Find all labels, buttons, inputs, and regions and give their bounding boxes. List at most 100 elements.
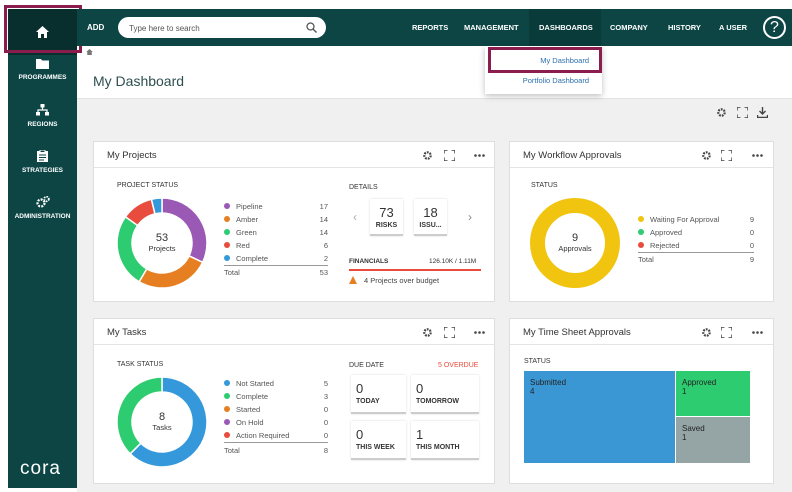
fullscreen-icon[interactable] (444, 150, 455, 161)
more-icon[interactable] (752, 154, 763, 157)
donut-slice-not-started[interactable] (129, 376, 208, 468)
donut-label: Approvals (558, 244, 592, 253)
settings-icon[interactable] (716, 107, 727, 118)
legend-value: 5 (323, 379, 328, 388)
menu-user[interactable]: A USER (719, 23, 748, 32)
sidebar-item-regions[interactable]: REGIONS (8, 104, 77, 128)
financials-value: 126.10K / 1.11M (429, 258, 477, 265)
due-this-month-box[interactable]: 1 THIS MONTH (411, 421, 479, 460)
total-label: Total (224, 268, 240, 277)
legend-dot (224, 216, 230, 222)
menu-company[interactable]: COMPANY (610, 23, 648, 32)
help-button[interactable]: ? (763, 16, 786, 39)
add-button[interactable]: ADD (87, 23, 105, 32)
block-name: Submitted (530, 378, 567, 387)
settings-icon[interactable] (422, 150, 433, 161)
risks-box[interactable]: 73 RISKS (370, 199, 403, 236)
due-label: TODAY (356, 398, 380, 405)
fullscreen-icon[interactable] (737, 107, 748, 118)
sitemap-icon (36, 104, 49, 116)
legend-value: 17 (319, 202, 328, 211)
due-tomorrow-box[interactable]: 0 TOMORROW (411, 375, 479, 414)
donut-slice-amber[interactable] (138, 254, 204, 289)
legend-action-required: Action Required 0 (224, 431, 328, 440)
sidebar-item-label: STRATEGIES (21, 167, 64, 174)
submitted-block[interactable]: Submitted 4 (524, 371, 675, 463)
donut-total: 53 (155, 232, 169, 244)
legend-red: Red 6 (224, 241, 328, 250)
breadcrumb-home-icon[interactable] (86, 48, 93, 57)
due-today-box[interactable]: 0 TODAY (351, 375, 406, 414)
more-icon[interactable] (474, 331, 485, 334)
tasks-card: My Tasks TASK STATUS 8 Tasks Not Started… (93, 318, 495, 484)
sidebar-item-strategies[interactable]: STRATEGIES (8, 150, 77, 174)
legend-value: 0 (323, 418, 328, 427)
dropdown-my-dashboard[interactable]: My Dashboard (540, 56, 589, 65)
legend-pipeline: Pipeline 17 (224, 202, 328, 211)
more-icon[interactable] (474, 154, 485, 157)
home-icon (36, 26, 49, 38)
donut-slice-waiting-for-approval[interactable] (530, 198, 620, 288)
settings-icon[interactable] (701, 150, 712, 161)
dropdown-portfolio-dashboard[interactable]: Portfolio Dashboard (522, 76, 589, 85)
legend-dot (638, 229, 644, 235)
total-value: 9 (749, 255, 754, 264)
due-date-label: DUE DATE (349, 362, 384, 369)
saved-block[interactable]: Saved 1 (676, 417, 750, 463)
download-icon[interactable] (757, 107, 768, 118)
fullscreen-icon[interactable] (444, 327, 455, 338)
sidebar-item-label: REGIONS (27, 121, 58, 128)
home-button[interactable] (8, 9, 77, 55)
settings-icon[interactable] (422, 327, 433, 338)
card-title: My Time Sheet Approvals (523, 327, 631, 338)
legend-dot (224, 406, 230, 412)
legend-approved: Approved 0 (638, 228, 754, 237)
menu-history[interactable]: HISTORY (668, 23, 701, 32)
card-header: My Time Sheet Approvals (510, 319, 773, 345)
gears-icon (35, 196, 50, 208)
block-value: 1 (682, 387, 687, 396)
next-arrow[interactable]: › (468, 210, 472, 224)
total-value: 8 (323, 446, 328, 455)
legend-green: Green 14 (224, 228, 328, 237)
fullscreen-icon[interactable] (721, 327, 732, 338)
block-value: 4 (530, 387, 535, 396)
sidebar-item-programmes[interactable]: PROGRAMMES (8, 58, 77, 81)
menu-management[interactable]: MANAGEMENT (464, 23, 519, 32)
search-input[interactable]: Type here to search (118, 17, 326, 38)
issues-label: ISSU... (419, 222, 442, 229)
legend-dot (224, 242, 230, 248)
legend-value: 0 (323, 405, 328, 414)
fullscreen-icon[interactable] (721, 150, 732, 161)
legend-divider (224, 442, 328, 443)
legend-total: Total 9 (638, 255, 754, 264)
due-label: TOMORROW (416, 398, 460, 405)
donut-slice-complete[interactable] (116, 376, 163, 455)
more-icon[interactable] (752, 331, 763, 334)
prev-arrow[interactable]: ‹ (353, 210, 357, 224)
legend-name: Not Started (236, 379, 274, 388)
legend-value: 2 (323, 254, 328, 263)
settings-icon[interactable] (701, 327, 712, 338)
approved-block[interactable]: Approved 1 (676, 371, 750, 416)
sidebar-item-administration[interactable]: ADMINISTRATION (8, 196, 77, 220)
menu-reports[interactable]: REPORTS (412, 23, 449, 32)
legend-name: Rejected (650, 241, 680, 250)
financials-bar (349, 269, 481, 271)
legend-started: Started 0 (224, 405, 328, 414)
donut-total: 8 (158, 411, 166, 423)
overdue-label[interactable]: 5 OVERDUE (438, 362, 479, 369)
legend-complete: Complete 3 (224, 392, 328, 401)
issues-box[interactable]: 18 ISSU... (414, 199, 447, 236)
sidebar-item-label: ADMINISTRATION (14, 213, 71, 220)
due-this-week-box[interactable]: 0 THIS WEEK (351, 421, 406, 460)
workflow-donut (530, 198, 620, 288)
donut-total: 9 (571, 232, 579, 244)
legend-name: Amber (236, 215, 259, 224)
legend-name: Pipeline (236, 202, 263, 211)
menu-dashboards[interactable]: DASHBOARDS (539, 23, 593, 32)
legend-value: 9 (749, 215, 754, 224)
status-label: TASK STATUS (117, 361, 164, 368)
card-header: My Tasks (94, 319, 494, 345)
donut-slice-complete[interactable] (150, 197, 163, 215)
